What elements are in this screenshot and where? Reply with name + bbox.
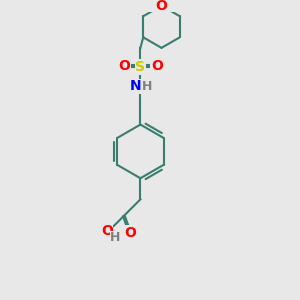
Text: O: O	[101, 224, 113, 238]
Text: H: H	[110, 231, 121, 244]
Text: H: H	[142, 80, 152, 93]
Text: N: N	[130, 79, 141, 93]
Text: O: O	[124, 226, 136, 240]
Text: S: S	[135, 60, 146, 74]
Text: O: O	[118, 59, 130, 73]
Text: O: O	[151, 59, 163, 73]
Text: O: O	[156, 0, 167, 13]
